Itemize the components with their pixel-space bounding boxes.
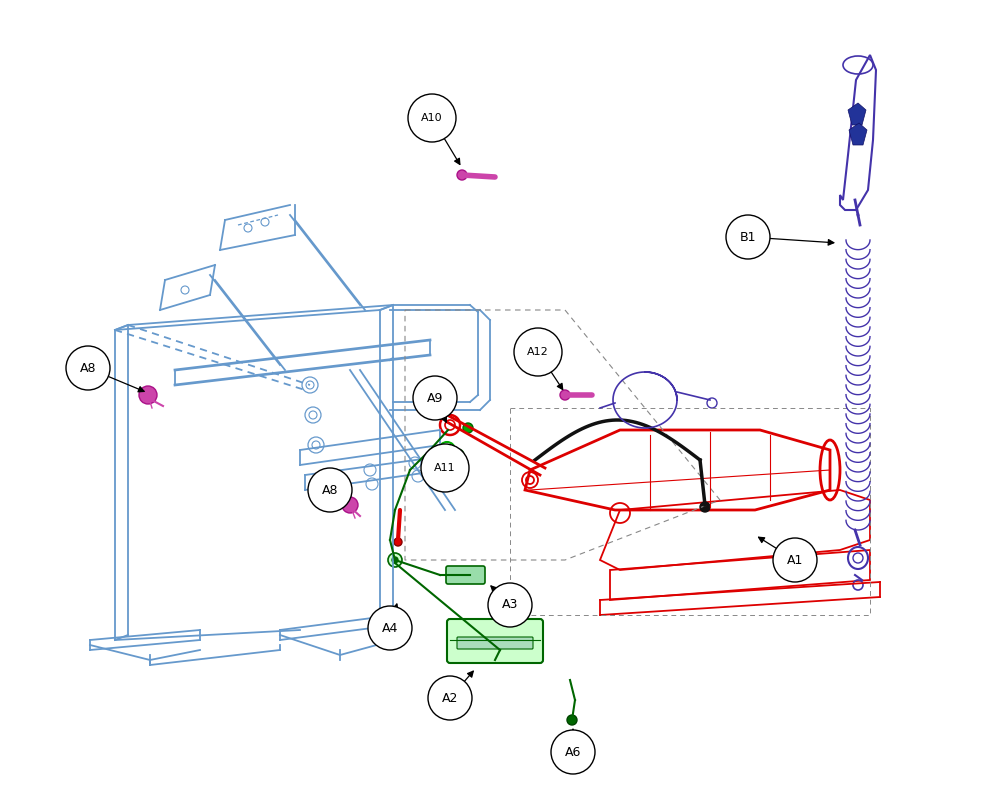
Circle shape — [726, 215, 770, 259]
FancyBboxPatch shape — [447, 619, 543, 663]
Circle shape — [457, 170, 467, 180]
Text: A6: A6 — [565, 745, 581, 759]
Circle shape — [392, 557, 398, 563]
Circle shape — [368, 606, 412, 650]
Circle shape — [463, 423, 473, 433]
Circle shape — [551, 730, 595, 774]
Circle shape — [342, 497, 358, 513]
Circle shape — [700, 502, 710, 512]
Circle shape — [408, 94, 456, 142]
FancyBboxPatch shape — [446, 566, 485, 584]
Text: A10: A10 — [421, 113, 443, 123]
Text: A8: A8 — [322, 483, 338, 497]
Circle shape — [388, 553, 402, 567]
Text: A12: A12 — [527, 347, 549, 357]
Circle shape — [413, 376, 457, 420]
Circle shape — [567, 715, 577, 725]
Circle shape — [394, 538, 402, 546]
Text: A2: A2 — [442, 691, 458, 705]
Circle shape — [452, 449, 464, 461]
Circle shape — [428, 676, 472, 720]
Circle shape — [139, 386, 157, 404]
Circle shape — [308, 468, 352, 512]
Circle shape — [514, 328, 562, 376]
Text: A11: A11 — [434, 463, 456, 473]
Circle shape — [66, 346, 110, 390]
Polygon shape — [849, 123, 867, 145]
Circle shape — [773, 538, 817, 582]
Text: B1: B1 — [740, 230, 756, 243]
Polygon shape — [848, 103, 866, 125]
Circle shape — [488, 583, 532, 627]
Circle shape — [560, 390, 570, 400]
Text: A8: A8 — [80, 361, 96, 375]
Text: A3: A3 — [502, 599, 518, 611]
Circle shape — [421, 444, 469, 492]
Text: A1: A1 — [787, 554, 803, 566]
Text: A9: A9 — [427, 391, 443, 405]
Text: A4: A4 — [382, 622, 398, 634]
FancyBboxPatch shape — [457, 637, 533, 649]
